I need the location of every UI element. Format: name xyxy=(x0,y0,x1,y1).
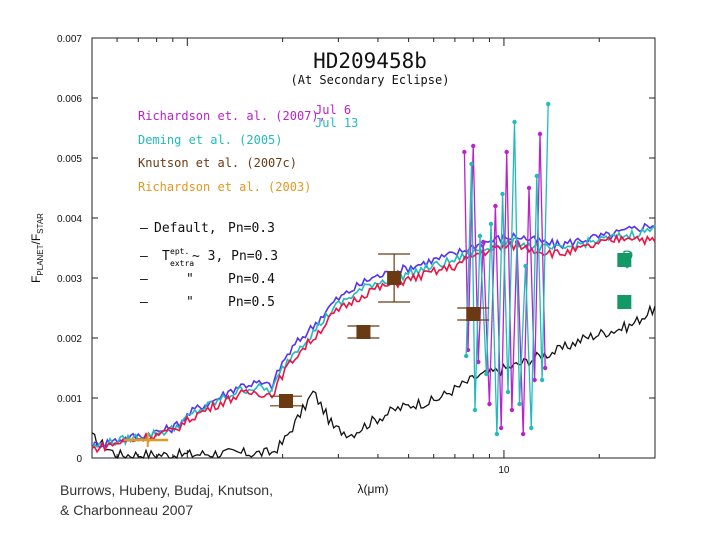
x-tick-label-0: 10 xyxy=(498,465,510,476)
legend-model-2-pn: Pn=0.4 xyxy=(228,272,275,287)
observation-series xyxy=(123,101,632,447)
legend-model-0-dash: – xyxy=(140,221,148,236)
obs-point-1-3 xyxy=(477,233,483,239)
y-axis-ticks: 0 0.001 0.002 0.003 0.004 0.005 0.006 0.007 xyxy=(57,34,655,465)
obs-point-1-6 xyxy=(494,431,500,437)
obs-point-0-6 xyxy=(493,203,498,209)
legend-jul6: Jul 6 xyxy=(315,103,351,117)
obs-square-2-1 xyxy=(617,295,632,309)
legend: Richardson et. al. (2007), Jul 6 Jul 13 … xyxy=(138,103,358,310)
model-line-3 xyxy=(91,233,656,454)
svg-text:FPLANET/FSTAR: FPLANET/FSTAR xyxy=(29,213,45,283)
legend-model-1-sup: ept. xyxy=(170,247,189,256)
obs-point-0-9 xyxy=(509,407,515,413)
obs-point-1-15 xyxy=(546,101,551,107)
obs-line-0 xyxy=(463,133,546,435)
legend-obs-1: Deming et al. (2005) xyxy=(138,133,283,147)
y-label-sub-num: PLANET xyxy=(36,244,45,275)
model-line-2 xyxy=(91,224,656,450)
legend-model-1-pn: ~ 3, Pn=0.3 xyxy=(192,249,278,264)
obs-square-2-0 xyxy=(617,253,632,267)
y-label-f: F xyxy=(29,276,43,283)
credit-line-2: & Charbonneau 2007 xyxy=(60,502,194,518)
legend-obs-0: Richardson et. al. (2007), xyxy=(138,109,326,123)
obs-point-0-15 xyxy=(542,365,548,371)
chart-title: HD209458b xyxy=(313,49,427,73)
chart-subtitle: (At Secondary Eclipse) xyxy=(291,73,450,87)
y-tick-label-4: 0.004 xyxy=(57,214,82,225)
credit-line-1: Burrows, Hubeny, Budaj, Knutson, xyxy=(60,482,273,498)
legend-model-1-text: T xyxy=(162,249,170,264)
model-curves xyxy=(91,222,656,460)
obs-point-1-9 xyxy=(512,119,517,125)
obs-square-3-2 xyxy=(387,271,402,285)
y-axis-label: FPLANET/FSTAR xyxy=(29,213,45,283)
obs-point-1-11 xyxy=(523,263,528,269)
obs-square-3-0 xyxy=(279,394,294,408)
legend-obs-3: Richardson et al. (2003) xyxy=(138,180,311,194)
obs-point-1-12 xyxy=(529,425,534,431)
legend-jul13: Jul 13 xyxy=(315,116,358,130)
legend-obs-2: Knutson et al. (2007c) xyxy=(138,156,297,170)
obs-point-1-1 xyxy=(469,161,474,167)
x-axis-label: λ(μm) xyxy=(358,482,389,496)
question-mark-annotation: ? xyxy=(622,245,634,274)
model-line-0 xyxy=(91,304,656,460)
obs-point-0-5 xyxy=(487,401,492,407)
obs-point-0-4 xyxy=(480,239,486,245)
obs-point-0-0 xyxy=(462,149,467,155)
obs-point-1-14 xyxy=(539,377,545,383)
obs-point-0-2 xyxy=(471,143,476,149)
y-tick-label-3: 0.003 xyxy=(57,274,82,285)
x-axis-ticks: 10 xyxy=(91,38,656,476)
obs-point-0-11 xyxy=(520,431,526,437)
obs-point-1-8 xyxy=(505,389,511,395)
credit-text: Burrows, Hubeny, Budaj, Knutson, & Charb… xyxy=(60,480,350,520)
legend-model-3-dash: – xyxy=(140,295,148,310)
obs-point-0-13 xyxy=(532,377,537,383)
obs-point-1-5 xyxy=(488,221,494,227)
obs-point-1-0 xyxy=(463,353,469,359)
obs-point-1-10 xyxy=(517,401,522,407)
obs-point-1-2 xyxy=(472,407,478,413)
obs-point-0-3 xyxy=(476,359,481,365)
legend-model-2-dash: – xyxy=(140,272,148,287)
legend-model-1-sub: extra xyxy=(170,259,194,268)
obs-point-1-7 xyxy=(500,191,505,197)
plot-frame xyxy=(91,37,656,459)
obs-point-0-12 xyxy=(526,185,532,191)
legend-model-0-pn: Pn=0.3 xyxy=(228,221,275,236)
y-label-sub-den: STAR xyxy=(36,213,45,234)
obs-point-1-4 xyxy=(484,371,489,377)
obs-line-1 xyxy=(465,103,549,435)
obs-point-0-7 xyxy=(498,425,504,431)
y-tick-label-7: 0.007 xyxy=(57,34,82,45)
y-tick-label-2: 0.002 xyxy=(57,334,82,345)
legend-model-3-pn: Pn=0.5 xyxy=(228,295,275,310)
y-tick-label-1: 0.001 xyxy=(57,394,82,405)
legend-model-2-text: " xyxy=(186,272,194,287)
obs-point-1-13 xyxy=(534,173,539,179)
obs-point-0-8 xyxy=(504,149,509,155)
y-tick-label-5: 0.005 xyxy=(57,154,82,165)
obs-point-0-14 xyxy=(537,131,543,137)
y-tick-label-6: 0.006 xyxy=(57,94,82,105)
legend-model-1-dash: – xyxy=(140,249,148,264)
legend-model-0-text: Default, xyxy=(154,221,217,236)
legend-model-3-text: " xyxy=(186,295,194,310)
obs-square-3-3 xyxy=(466,307,481,321)
obs-square-3-1 xyxy=(356,325,371,339)
y-tick-label-0: 0 xyxy=(76,454,82,465)
